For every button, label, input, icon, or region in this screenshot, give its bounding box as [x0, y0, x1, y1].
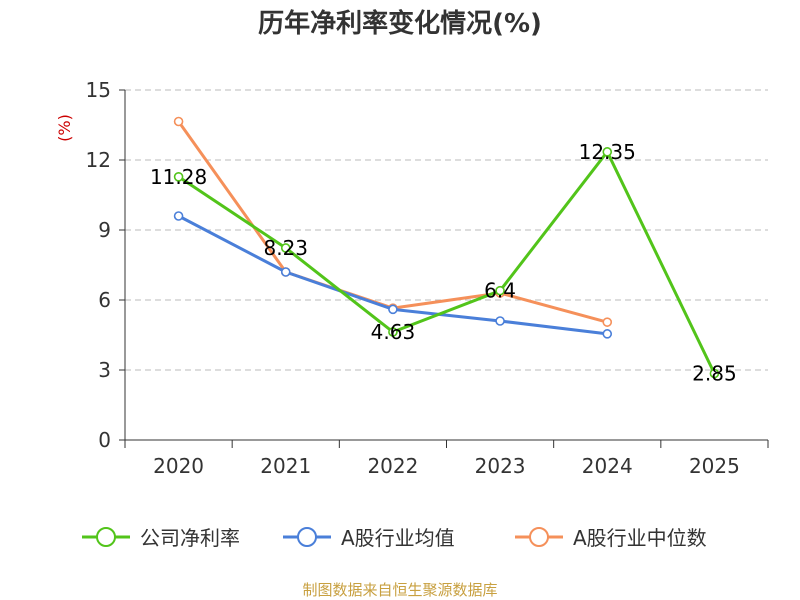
- data-label: 6.4: [484, 279, 516, 303]
- legend[interactable]: 公司净利率 A股行业均值 A股行业中位数: [82, 526, 707, 550]
- data-point: [173, 116, 184, 127]
- data-point: [495, 316, 505, 326]
- x-tick-label: 2020: [153, 454, 204, 478]
- y-tick-label: 12: [86, 148, 111, 172]
- data-label: 4.63: [371, 320, 416, 344]
- legend-item[interactable]: A股行业均值: [283, 526, 455, 550]
- y-axis-unit-label: (%): [55, 114, 74, 142]
- data-point: [602, 329, 613, 339]
- y-tick-label: 6: [98, 288, 111, 312]
- source-note: 制图数据来自恒生聚源数据库: [302, 581, 497, 599]
- data-point: [173, 172, 184, 182]
- data-label: 11.28: [150, 165, 207, 189]
- data-point: [602, 317, 613, 327]
- y-tick-label: 3: [98, 358, 111, 382]
- data-label: 8.23: [263, 236, 308, 260]
- data-point: [388, 327, 398, 337]
- legend-label: 公司净利率: [140, 526, 240, 550]
- y-tick-label: 9: [98, 218, 111, 242]
- legend-label: A股行业均值: [341, 526, 455, 550]
- legend-item[interactable]: A股行业中位数: [515, 526, 707, 550]
- data-point: [709, 368, 720, 379]
- x-tick-label: 2021: [260, 454, 311, 478]
- legend-marker: [297, 527, 317, 547]
- x-tick-label: 2024: [582, 454, 633, 478]
- data-label: 2.85: [692, 362, 737, 386]
- axes: 0 3 6 9 12 15 (%) 2020 2021 2022 2023 2024 2025: [55, 78, 769, 478]
- series-line: [177, 120, 609, 324]
- legend-marker: [96, 527, 116, 547]
- data-point: [280, 243, 291, 253]
- legend-marker: [529, 527, 549, 547]
- data-point: [173, 211, 184, 221]
- series: [173, 116, 720, 379]
- x-tick-label: 2025: [689, 454, 740, 478]
- series-line: [177, 150, 716, 375]
- y-tick-label: 15: [86, 78, 111, 102]
- data-label: 12.35: [579, 140, 636, 164]
- y-tick-label: 0: [98, 428, 111, 452]
- grid-lines: [125, 89, 768, 371]
- x-tick-label: 2022: [367, 454, 418, 478]
- data-point: [388, 304, 398, 315]
- legend-item[interactable]: 公司净利率: [82, 526, 240, 550]
- data-point: [280, 267, 291, 277]
- x-tick-label: 2023: [475, 454, 526, 478]
- data-point: [602, 147, 613, 157]
- data-labels: 11.28 8.23 4.63 6.4 12.35 2.85: [150, 140, 737, 386]
- chart-title: 历年净利率变化情况(%): [258, 8, 542, 39]
- legend-label: A股行业中位数: [573, 526, 707, 550]
- data-point: [495, 285, 505, 296]
